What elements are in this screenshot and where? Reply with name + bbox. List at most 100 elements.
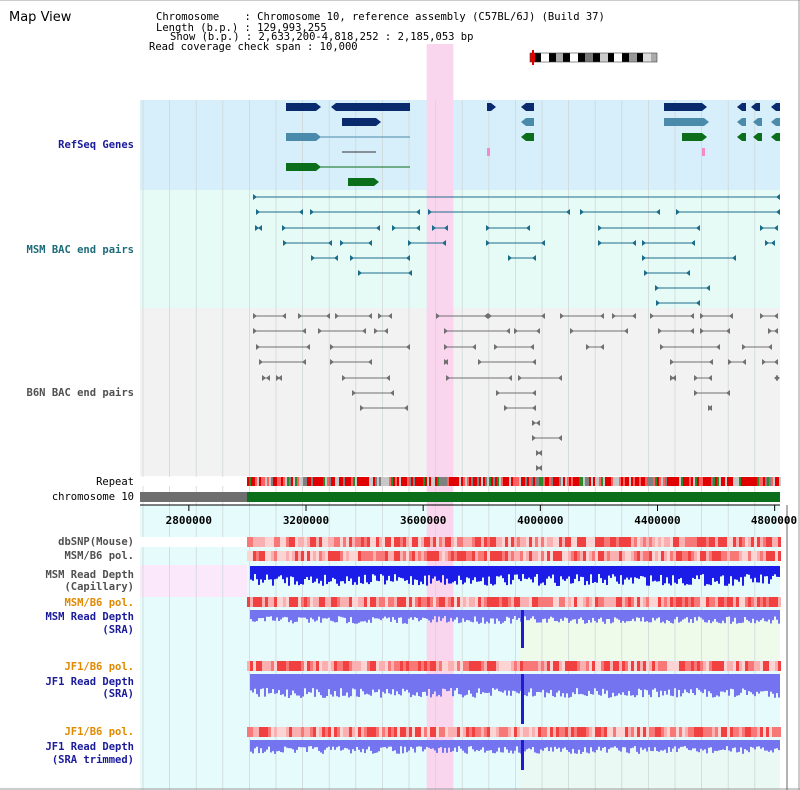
jf1-b6-pol-label[interactable]: JF1/B6 pol. <box>64 661 134 673</box>
jf1-sra-depth-bar <box>286 674 288 690</box>
msm-pol-sra-cell <box>397 597 400 607</box>
msm-pol-cell <box>490 551 493 561</box>
msm-read-depth-capillary-label[interactable]: MSM Read Depth <box>45 569 134 581</box>
jf1-pol-trim-cell <box>274 727 277 737</box>
msm-capillary-depth-bar <box>574 566 576 579</box>
msm-b6-pol-sra-label[interactable]: MSM/B6 pol. <box>64 597 134 609</box>
repeat-block <box>735 477 737 486</box>
repeat-block <box>459 477 461 486</box>
jf1-pol-trim-cell <box>454 727 457 737</box>
jf1-pol-trim-cell <box>481 727 484 737</box>
msm-pol-sra-cell <box>670 597 673 607</box>
msm-sra-depth-bar <box>534 610 536 620</box>
refseq-genes-label[interactable]: RefSeq Genes <box>58 139 134 151</box>
jf1-trimmed-depth-bar <box>678 740 680 749</box>
msm-capillary-depth-bar <box>690 566 692 585</box>
msm-pol-sra-cell <box>403 597 406 607</box>
jf1-pol-trim-cell <box>562 727 565 737</box>
repeat-block <box>525 477 527 486</box>
dbsnp-label[interactable]: dbSNP(Mouse) <box>58 536 134 548</box>
jf1-sra-depth-bar <box>282 674 284 695</box>
msm-capillary-depth-bar <box>544 566 546 586</box>
msm-bac-pair-end <box>642 255 646 261</box>
msm-pol-cell <box>592 551 595 561</box>
repeat-block <box>271 477 273 486</box>
repeat-block <box>627 477 629 486</box>
jf1-pol-trim-cell <box>340 727 343 737</box>
jf1-sra-depth-bar <box>510 674 512 696</box>
msm-sra-depth-bar <box>574 610 576 620</box>
jf1-trimmed-depth-bar <box>602 740 604 748</box>
msm-capillary-depth-bar <box>356 566 358 585</box>
msm-sra-depth-bar <box>390 610 392 622</box>
jf1-trimmed-depth-bar <box>550 740 552 748</box>
jf1-trimmed-depth-bar <box>770 740 772 751</box>
gene-feature <box>664 118 704 126</box>
repeat-block <box>419 477 421 486</box>
jf1-pol-cell <box>457 661 460 671</box>
jf1-pol-cell <box>295 661 298 671</box>
repeat-block <box>273 477 275 486</box>
jf1-pol-trim-cell <box>760 727 763 737</box>
dbsnp-cell <box>412 537 415 547</box>
msm-sra-depth-bar <box>524 610 526 617</box>
jf1-sra-depth-bar <box>674 674 676 689</box>
jf1-pol-cell <box>697 661 700 671</box>
read-coverage-span-line: Read coverage check span : 10,000 <box>149 41 358 53</box>
jf1-pol-trim-cell <box>289 727 292 737</box>
repeat-block <box>513 477 515 486</box>
msm-pol-sra-cell <box>271 597 274 607</box>
dbsnp-cell <box>649 537 652 547</box>
msm-capillary-depth-bar <box>446 566 448 579</box>
msm-sra-depth-bar <box>484 610 486 624</box>
jf1-sra-depth-bar <box>354 674 356 690</box>
jf1-sra-depth-bar <box>376 674 378 693</box>
jf1-pol-cell <box>397 661 400 671</box>
jf1-trimmed-depth-bar <box>710 740 712 748</box>
jf1-pol-trim-cell <box>253 727 256 737</box>
dbsnp-cell <box>658 537 661 547</box>
msm-capillary-depth-bar <box>586 566 588 582</box>
repeat-block <box>515 477 517 486</box>
msm-pol-cell <box>694 551 697 561</box>
gene-feature-arrow <box>753 118 758 126</box>
msm-pol-cell <box>385 551 388 561</box>
msm-b6-pol-label[interactable]: MSM/B6 pol. <box>64 550 134 562</box>
msm-pol-sra-cell <box>646 597 649 607</box>
jf1-b6-pol-trimmed-label[interactable]: JF1/B6 pol. <box>64 726 134 738</box>
msm-capillary-depth-bar <box>466 566 468 578</box>
jf1-trimmed-depth-bar <box>776 740 778 749</box>
jf1-trimmed-depth-bar <box>650 740 652 751</box>
jf1-pol-cell <box>490 661 493 671</box>
b6n-bac-end-pairs-label[interactable]: B6N BAC end pairs <box>26 387 134 399</box>
b6n-bac-pair-end <box>658 328 662 334</box>
repeat-block <box>771 477 773 486</box>
msm-bac-pair-end <box>774 225 778 231</box>
b6n-bac-pair-end <box>694 375 698 381</box>
dbsnp-cell <box>592 537 595 547</box>
msm-sra-depth-bar <box>666 610 668 620</box>
msm-pol-cell <box>442 551 445 561</box>
jf1-trimmed-depth-bar <box>754 740 756 750</box>
msm-read-depth-sra-label[interactable]: MSM Read Depth <box>45 611 134 623</box>
msm-capillary-depth-bar <box>580 566 582 577</box>
msm-sra-depth-bar <box>324 610 326 619</box>
repeat-block <box>589 477 591 486</box>
repeat-block <box>731 477 733 486</box>
jf1-trimmed-depth-bar <box>288 740 290 749</box>
msm-bac-end-pairs-label[interactable]: MSM BAC end pairs <box>26 244 134 256</box>
msm-bac-pair-end <box>392 225 396 231</box>
msm-capillary-depth-bar <box>368 566 370 585</box>
jf1-sra-depth-bar <box>696 674 698 689</box>
msm-sra-depth-bar <box>690 610 692 620</box>
jf1-sra-depth-bar <box>564 674 566 698</box>
msm-pol-sra-cell <box>514 597 517 607</box>
jf1-read-depth-trimmed-label[interactable]: JF1 Read Depth <box>45 741 134 753</box>
msm-pol-cell <box>496 551 499 561</box>
jf1-pol-cell <box>418 661 421 671</box>
msm-pol-sra-cell <box>346 597 349 607</box>
jf1-pol-trim-cell <box>685 727 688 737</box>
msm-sra-depth-bar <box>500 610 502 624</box>
jf1-read-depth-sra-label[interactable]: JF1 Read Depth <box>45 676 134 688</box>
